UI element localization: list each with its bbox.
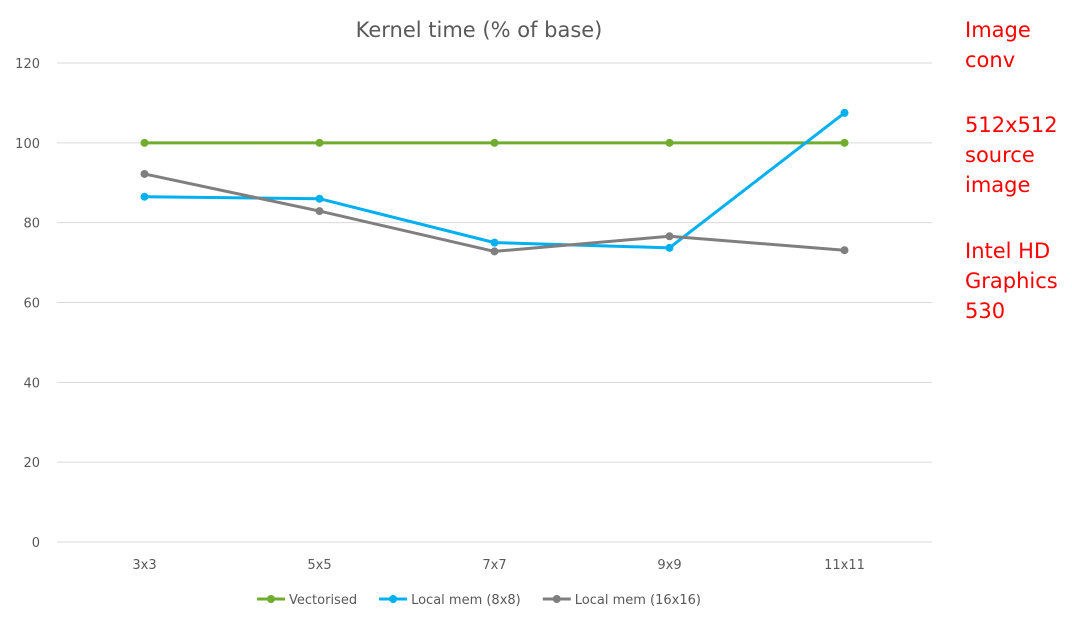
- data-point: [490, 238, 499, 247]
- legend: Vectorised Local mem (8x8) Local mem (16x1…: [257, 593, 701, 608]
- legend-label: Vectorised: [289, 593, 357, 608]
- legend-marker: [552, 595, 561, 603]
- note-image-conv: Image conv: [965, 15, 1031, 75]
- data-point: [140, 138, 149, 147]
- data-point: [140, 192, 149, 201]
- x-tick-label: 11x11: [824, 558, 865, 573]
- data-point: [490, 138, 499, 147]
- data-point: [665, 232, 674, 241]
- series-1: [140, 108, 849, 252]
- chart-title: Kernel time (% of base): [356, 18, 603, 42]
- note-line: source: [965, 143, 1035, 167]
- gridlines: [57, 62, 932, 543]
- y-tick-label: 120: [15, 57, 40, 72]
- data-point: [840, 108, 849, 117]
- note-source-image: 512x512 source image: [965, 110, 1058, 200]
- y-axis-ticks: 0 20 40 60 80 100 120: [15, 57, 40, 551]
- legend-label: Local mem (16x16): [575, 593, 701, 608]
- legend-marker: [389, 595, 398, 603]
- note-line: 512x512: [965, 113, 1058, 137]
- note-line: Graphics: [965, 269, 1058, 293]
- data-point: [140, 169, 149, 178]
- y-tick-label: 20: [23, 456, 40, 471]
- x-axis-ticks: 3x3 5x5 7x7 9x9 11x11: [132, 558, 865, 573]
- series-line: [143, 111, 846, 250]
- note-line: 530: [965, 299, 1006, 323]
- series-group: [140, 108, 849, 256]
- y-tick-label: 40: [23, 376, 40, 391]
- data-point: [665, 243, 674, 252]
- note-line: Image: [965, 18, 1031, 42]
- series-0: [140, 138, 849, 147]
- x-tick-label: 9x9: [657, 558, 681, 573]
- note-line: Intel HD: [965, 239, 1051, 263]
- series-2: [140, 169, 849, 256]
- legend-label: Local mem (8x8): [411, 593, 521, 608]
- y-tick-label: 0: [32, 536, 40, 551]
- y-tick-label: 80: [23, 217, 40, 232]
- data-point: [840, 138, 849, 147]
- x-tick-label: 3x3: [132, 558, 156, 573]
- data-point: [840, 246, 849, 255]
- data-point: [315, 138, 324, 147]
- data-point: [665, 138, 674, 147]
- note-line: image: [965, 173, 1031, 197]
- y-tick-label: 60: [23, 297, 40, 312]
- data-point: [315, 194, 324, 203]
- data-point: [490, 247, 499, 256]
- x-tick-label: 5x5: [307, 558, 331, 573]
- data-point: [315, 207, 324, 216]
- legend-marker: [267, 595, 276, 603]
- y-tick-label: 100: [15, 137, 40, 152]
- note-hardware: Intel HD Graphics 530: [965, 236, 1058, 326]
- note-line: conv: [965, 48, 1016, 72]
- x-tick-label: 7x7: [482, 558, 506, 573]
